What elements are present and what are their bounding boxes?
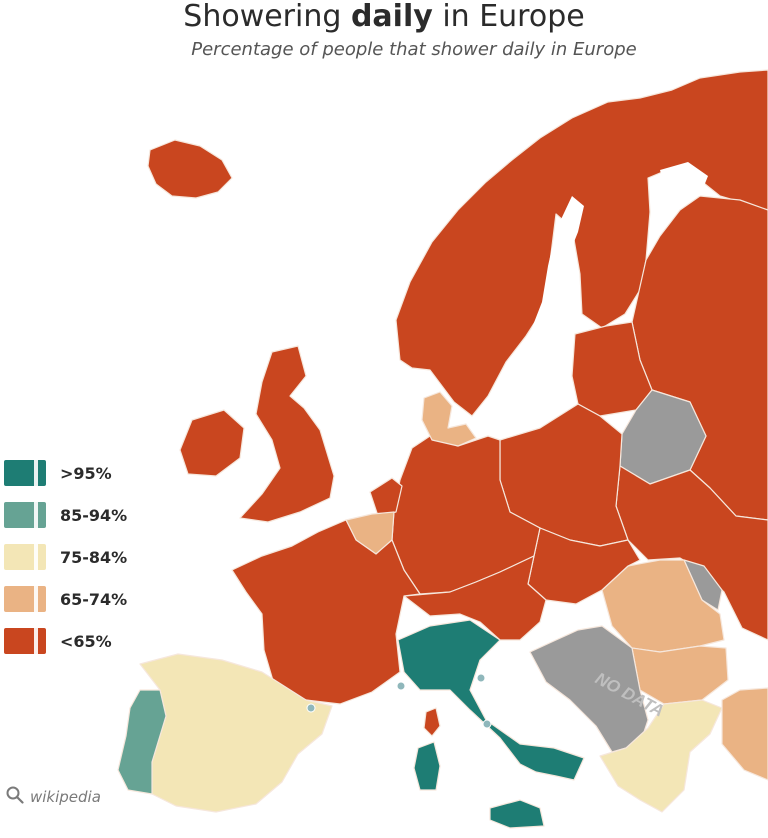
region-sicily <box>489 799 545 829</box>
legend-item: <65% <box>4 620 127 662</box>
legend-swatch <box>4 460 46 486</box>
baltic-sea <box>486 196 584 420</box>
legend-item: >95% <box>4 452 127 494</box>
region-scandinavia <box>395 69 768 417</box>
region-western-balkans <box>529 625 649 753</box>
region-alpine <box>403 555 547 641</box>
region-greece <box>599 699 723 813</box>
legend-item: 75-84% <box>4 536 127 578</box>
region-netherlands <box>369 477 403 517</box>
legend-swatch <box>4 502 46 528</box>
legend-swatch <box>4 544 46 570</box>
white-sea <box>660 162 708 196</box>
city-dot <box>476 673 486 683</box>
legend-swatch <box>4 628 46 654</box>
page-subtitle: Percentage of people that shower daily i… <box>191 39 637 60</box>
source: wikipedia <box>6 786 101 808</box>
region-turkey <box>721 687 768 781</box>
region-romania <box>601 559 725 653</box>
region-great-britain <box>239 345 335 523</box>
legend-item: 65-74% <box>4 578 127 620</box>
city-dot <box>396 681 406 691</box>
city-dot <box>482 719 492 729</box>
search-icon <box>6 786 24 808</box>
region-sardinia <box>413 741 441 791</box>
source-text: wikipedia <box>30 788 101 806</box>
legend-item: 85-94% <box>4 494 127 536</box>
region-denmark <box>421 391 477 447</box>
city-dot <box>306 703 316 713</box>
page-title: Showering daily in Europe <box>183 0 585 34</box>
region-italy <box>397 619 585 781</box>
region-bulgaria <box>631 645 729 705</box>
region-corsica <box>423 707 441 737</box>
legend: >95% 85-94% 75-84% 65-74% <65% <box>4 452 127 662</box>
region-portugal <box>117 689 167 795</box>
legend-swatch <box>4 586 46 612</box>
region-france <box>231 519 421 705</box>
region-iceland <box>147 139 233 199</box>
region-ireland <box>179 409 245 477</box>
region-ukraine <box>615 465 768 641</box>
